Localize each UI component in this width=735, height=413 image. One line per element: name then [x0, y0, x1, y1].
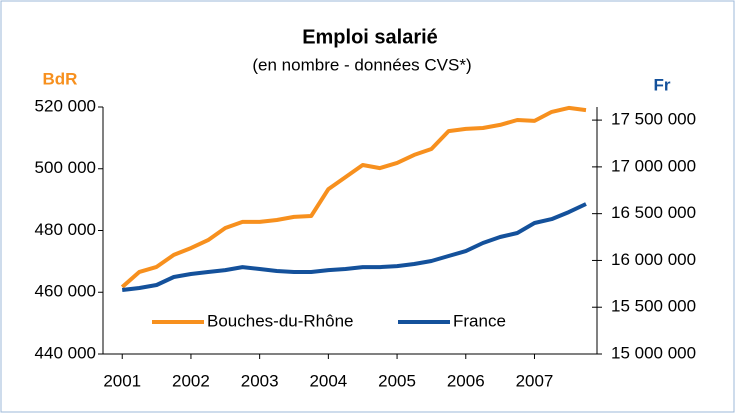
y-axis-label: BdR — [43, 69, 78, 88]
y-tick-label: 440 000 — [35, 343, 96, 362]
x-tick-label: 2003 — [241, 371, 279, 390]
y2-tick-label: 15 500 000 — [611, 297, 696, 316]
series-line — [120, 105, 587, 289]
y-tick-label: 480 000 — [35, 220, 96, 239]
y2-tick-label: 16 500 000 — [611, 203, 696, 222]
y2-tick-label: 17 500 000 — [611, 110, 696, 129]
series-line — [121, 202, 587, 292]
legend-label: Bouches-du-Rhône — [207, 311, 353, 330]
y-tick-label: 520 000 — [35, 96, 96, 115]
y2-tick-label: 15 000 000 — [611, 343, 696, 362]
y2-tick-label: 16 000 000 — [611, 250, 696, 269]
x-tick-label: 2002 — [172, 371, 210, 390]
x-tick-label: 2007 — [516, 371, 554, 390]
chart-title: Emploi salarié — [302, 26, 438, 48]
x-tick-label: 2001 — [103, 371, 141, 390]
y-tick-label: 500 000 — [35, 158, 96, 177]
x-tick-label: 2004 — [309, 371, 347, 390]
x-tick-label: 2005 — [378, 371, 416, 390]
y-tick-label: 460 000 — [35, 282, 96, 301]
y2-axis-label: Fr — [654, 75, 671, 94]
x-tick-label: 2006 — [447, 371, 485, 390]
chart-subtitle: (en nombre - données CVS*) — [252, 55, 471, 74]
legend-label: France — [453, 311, 506, 330]
y2-tick-label: 17 000 000 — [611, 156, 696, 175]
